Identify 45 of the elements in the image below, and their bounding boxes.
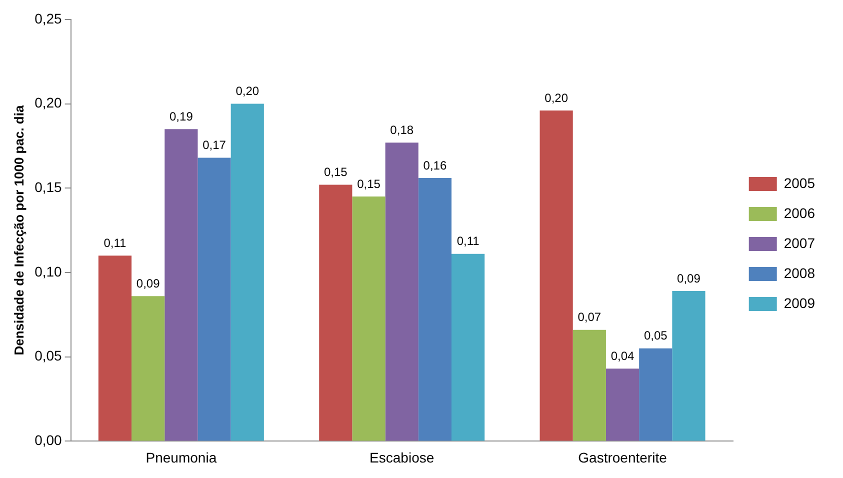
data-label: 0,09 (677, 271, 701, 286)
bar (385, 142, 418, 441)
legend-label: 2006 (784, 204, 816, 221)
bar (198, 158, 231, 441)
data-label: 0,04 (610, 348, 635, 363)
bar (352, 196, 386, 441)
x-tick-label: Escabiose (370, 449, 434, 466)
x-tick-label: Pneumonia (146, 449, 217, 466)
bar (572, 330, 606, 441)
data-label: 0,07 (578, 310, 602, 324)
legend-label: 2008 (784, 264, 816, 281)
y-tick-label: 0,10 (34, 263, 62, 280)
bar (98, 256, 132, 441)
legend-label: 2009 (784, 294, 816, 311)
data-label: 0,11 (456, 234, 480, 248)
bar (319, 184, 352, 441)
bar (672, 291, 706, 441)
bar (452, 254, 485, 441)
bar (164, 129, 198, 441)
data-label: 0,19 (170, 109, 194, 124)
data-label: 0,17 (202, 138, 226, 152)
y-tick-label: 0,00 (34, 432, 62, 448)
bar (639, 348, 672, 441)
x-tick-label: Gastroenterite (578, 449, 668, 466)
data-label: 0,05 (644, 328, 668, 343)
data-label: 0,16 (423, 158, 447, 172)
y-tick-label: 0,05 (34, 348, 62, 364)
y-tick-label: 0,25 (34, 10, 62, 26)
data-label: 0,20 (544, 90, 568, 105)
y-tick-label: 0,15 (34, 178, 62, 195)
data-label: 0,09 (136, 276, 160, 290)
bar (540, 110, 573, 441)
bar (606, 368, 640, 441)
y-axis-title: Densidade de Infecção por 1000 pac. dia (11, 104, 26, 356)
legend-label: 2005 (784, 174, 816, 191)
data-label: 0,18 (390, 122, 414, 137)
y-tick-label: 0,20 (34, 94, 62, 111)
legend-label: 2007 (784, 234, 816, 251)
bar (132, 296, 165, 441)
bar (418, 178, 452, 441)
data-label: 0,15 (357, 176, 381, 191)
bar (230, 104, 264, 441)
data-label: 0,11 (104, 236, 127, 250)
data-label: 0,20 (236, 84, 260, 98)
data-label: 0,15 (324, 165, 348, 180)
